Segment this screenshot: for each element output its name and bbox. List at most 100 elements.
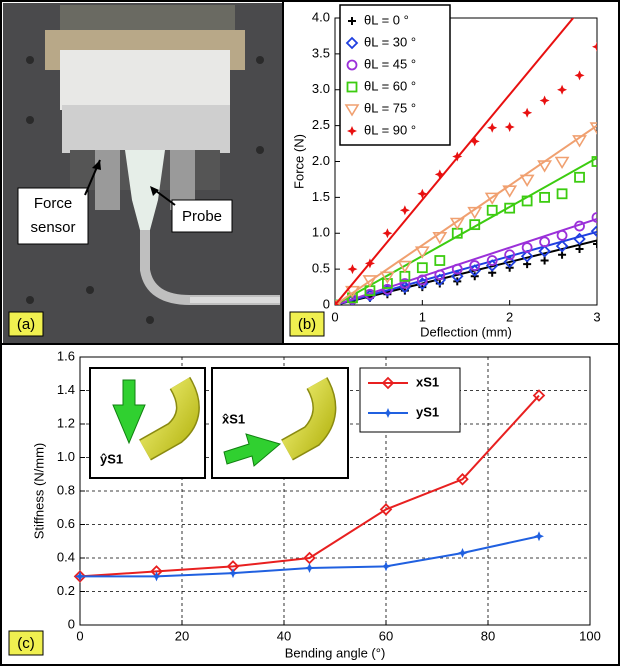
marker [574,171,585,183]
marker [539,236,550,248]
tube [281,377,335,460]
arrow [223,433,282,467]
y-tick-label: 1.5 [312,189,330,204]
inset-label: ŷS1 [100,451,123,466]
marker [399,205,410,216]
x-tick-label: 80 [481,628,495,643]
y-axis-label: Force (N) [291,134,306,189]
marker [486,255,498,266]
marker [75,571,85,582]
photo-label: Probe [182,208,222,225]
legend-label: yS1 [416,404,439,419]
y-tick-label: 1.4 [57,382,75,397]
x-tick-label: 0 [331,309,338,324]
x-tick-label: 1 [419,309,426,324]
y-tick-label: 0 [68,616,75,631]
photo [3,3,282,343]
panel-label: (c) [17,635,35,652]
marker [504,122,515,133]
legend-label: θL = 0 ° [364,12,409,27]
y-axis-label: Stiffness (N/mm) [31,443,46,540]
x-tick-label: 0 [76,628,83,643]
marker [344,104,360,117]
marker [540,256,549,265]
x-axis-label: Bending angle (°) [285,645,386,660]
marker [469,260,481,271]
legend-label: θL = 75 ° [364,100,416,115]
marker [590,224,597,238]
y-tick-label: 4.0 [312,9,330,24]
y-tick-label: 3.0 [312,81,330,96]
marker [592,41,597,52]
marker [416,274,428,286]
legend-label: θL = 30 ° [364,34,416,49]
marker [589,122,597,135]
plot-area [335,18,597,305]
marker [520,249,534,263]
marker [539,191,550,203]
marker [573,232,586,246]
marker [457,547,468,558]
marker [557,84,568,95]
marker [556,230,568,241]
x-tick-label: 40 [277,628,291,643]
marker [502,185,518,198]
marker [521,242,533,254]
marker [381,283,393,295]
marker [362,275,378,288]
marker [467,206,483,220]
y-tick-label: 1.0 [312,225,330,240]
fit-line [335,18,575,305]
marker [434,169,445,180]
marker [556,188,568,200]
panel-label: (b) [298,316,316,333]
plot-frame [79,356,591,626]
marker [469,219,481,231]
marker [537,160,553,173]
marker [364,258,375,269]
marker [450,270,464,283]
legend-label: θL = 45 ° [364,56,416,71]
marker [347,126,357,136]
x-tick-label: 60 [379,628,393,643]
y-tick-label: 3.5 [312,45,330,60]
marker [345,285,360,299]
marker [381,561,391,572]
series-line [79,394,540,578]
marker [555,239,569,253]
panel-label-box [8,311,44,337]
y-tick-label: 0.2 [57,583,75,598]
marker [591,212,597,223]
marker [554,156,570,170]
marker [486,204,498,216]
y-tick-label: 1.2 [57,415,75,430]
fit-line [335,239,597,305]
marker [335,300,340,305]
fit-line [335,124,597,305]
y-tick-label: 1.0 [57,449,75,464]
legend-box [339,4,451,146]
legend-box [359,367,461,433]
panel-label: (a) [17,316,35,333]
marker [379,503,393,516]
marker [451,263,463,275]
marker [484,192,500,205]
marker [346,81,358,93]
marker [434,255,446,266]
inset-label: x̂S1 [222,411,245,426]
x-tick-label: 100 [579,628,601,643]
marker [593,240,597,249]
legend-label: θL = 60 ° [364,78,416,93]
marker [348,17,356,25]
marker [532,389,546,402]
x-tick-label: 2 [506,309,513,324]
arrow [112,379,146,445]
marker [434,269,446,281]
marker [399,278,411,289]
marker [381,376,395,390]
marker [379,271,395,284]
marker [345,36,359,50]
marker [347,264,358,275]
fit-line [335,230,597,305]
